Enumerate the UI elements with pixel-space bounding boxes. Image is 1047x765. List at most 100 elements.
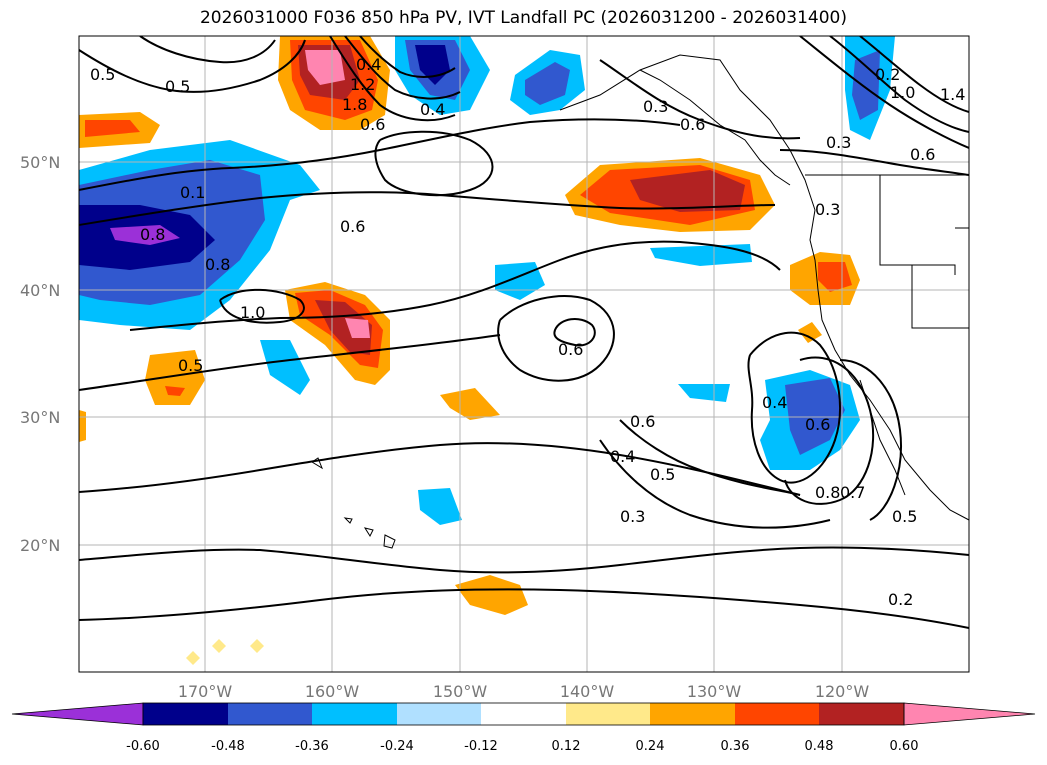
colorbar-seg — [481, 703, 566, 725]
contour-label: 0.3 — [826, 133, 851, 152]
map-title: 2026031000 F036 850 hPa PV, IVT Landfall… — [199, 8, 847, 28]
shade-neg-small — [418, 488, 462, 525]
contour-label: 0.6 — [805, 415, 830, 434]
contour-label: 0.6 — [680, 115, 705, 134]
hawaii-2 — [363, 527, 374, 538]
contour-label: 0.2 — [875, 65, 900, 84]
lat-label: 50°N — [20, 153, 60, 172]
shade-pos-dot2 — [250, 639, 264, 653]
colorbar-seg — [650, 703, 735, 725]
contour-label: 1.0 — [890, 83, 915, 102]
contour-label: 1.4 — [940, 85, 965, 104]
shade-pos-center-4 — [345, 318, 370, 338]
colorbar-seg — [735, 703, 819, 725]
contour-label: 0.5 — [650, 465, 675, 484]
contour-label: 0.5 — [90, 65, 115, 84]
contour-label: 0.8 — [140, 225, 165, 244]
contour-labels: 0.5 0.5 0.4 1.2 1.8 0.6 0.4 0.3 0.6 0.2 … — [90, 55, 965, 609]
lat-label: 30°N — [20, 408, 60, 427]
shade-pos-east-3 — [630, 170, 745, 212]
contour-24 — [599, 59, 801, 140]
contour-17 — [359, 36, 456, 78]
lat-label: 20°N — [20, 536, 60, 555]
contour-22 — [79, 39, 306, 93]
lat-labels: 50°N 40°N 30°N 20°N — [20, 153, 60, 555]
shade-pos-center-3 — [315, 300, 372, 355]
colorbar-seg — [397, 703, 481, 725]
map-background — [79, 36, 969, 672]
contour-18 — [799, 36, 969, 149]
contour-label: 0.5 — [892, 507, 917, 526]
colorbar-label: -0.60 — [126, 739, 160, 754]
contours — [79, 36, 969, 629]
contour-23 — [139, 36, 276, 64]
colorbar-label: -0.12 — [464, 739, 498, 754]
contour-label: 0.8 — [205, 255, 230, 274]
contour-6 — [79, 546, 969, 574]
contour-label: 0.4 — [356, 55, 381, 74]
map-frame — [78, 35, 970, 673]
border-states — [879, 175, 956, 275]
shade-neg-mid — [260, 340, 310, 395]
contour-label: 0.6 — [910, 145, 935, 164]
hawaii-3 — [343, 517, 353, 524]
contour-11 — [784, 356, 875, 505]
shade-neg-gulf-2 — [525, 62, 570, 105]
contour-label: 0.4 — [610, 447, 635, 466]
shade-neg-strip-2 — [678, 384, 730, 402]
colorbar-seg — [143, 703, 228, 725]
contour-label: 1.8 — [342, 95, 367, 114]
colorbar-label: 0.12 — [552, 739, 581, 754]
contour-label: 0.5 — [165, 77, 190, 96]
contour-13 — [219, 288, 305, 324]
shade-pos-sw — [145, 350, 205, 405]
contour-label: 0.3 — [643, 97, 668, 116]
contour-label: 0.5 — [178, 356, 203, 375]
contour-25 — [619, 419, 801, 496]
contour-20 — [859, 36, 969, 113]
shade-pos-north-4 — [305, 50, 345, 85]
contour-12 — [839, 359, 902, 521]
contour-8 — [497, 295, 615, 382]
colorbar-label: 0.60 — [890, 739, 919, 754]
shade-pos-ce — [798, 322, 822, 343]
contour-1 — [79, 118, 681, 191]
colorbar-seg — [566, 703, 650, 725]
contour-21 — [779, 149, 969, 176]
contour-label: 0.6 — [360, 115, 385, 134]
colorbar-seg — [312, 703, 397, 725]
colorbar-label: 0.48 — [805, 739, 834, 754]
colorbar-arrow-high — [903, 702, 1036, 726]
shade-pos-mid — [440, 388, 500, 420]
colorbar-seg — [228, 703, 312, 725]
shade-pos-sw-2 — [165, 386, 185, 396]
lon-label: 150°W — [433, 682, 488, 701]
contour-label: 0.3 — [815, 200, 840, 219]
contour-19 — [829, 36, 969, 133]
colorbar-arrow-low — [11, 702, 144, 726]
lat-label: 40°N — [20, 281, 60, 300]
shade-pos-nw-2 — [85, 120, 140, 137]
colorbar: -0.60 -0.48 -0.36 -0.24 -0.12 0.12 0.24 … — [11, 702, 1036, 754]
graticule — [79, 36, 969, 672]
colorbar-label: 0.36 — [721, 739, 750, 754]
colorbar-label: -0.48 — [211, 739, 245, 754]
contour-16 — [344, 36, 461, 100]
contour-label: 0.8 — [815, 483, 840, 502]
contour-label: 0.4 — [762, 393, 787, 412]
coast-alaska — [639, 69, 791, 186]
contour-3 — [129, 240, 781, 331]
contour-4 — [79, 334, 501, 391]
lon-label: 170°W — [178, 682, 233, 701]
contour-label: 0.6 — [558, 340, 583, 359]
contour-9 — [553, 318, 596, 347]
contour-label: 1.0 — [240, 303, 265, 322]
shade-pos-edge — [79, 410, 86, 442]
contour-14 — [374, 130, 494, 197]
coast-canada — [559, 54, 969, 521]
contour-label: 0.6 — [630, 412, 655, 431]
border-states-2 — [911, 265, 969, 329]
shade-pos-coast-2 — [818, 262, 852, 292]
colorbar-seg — [819, 703, 904, 725]
